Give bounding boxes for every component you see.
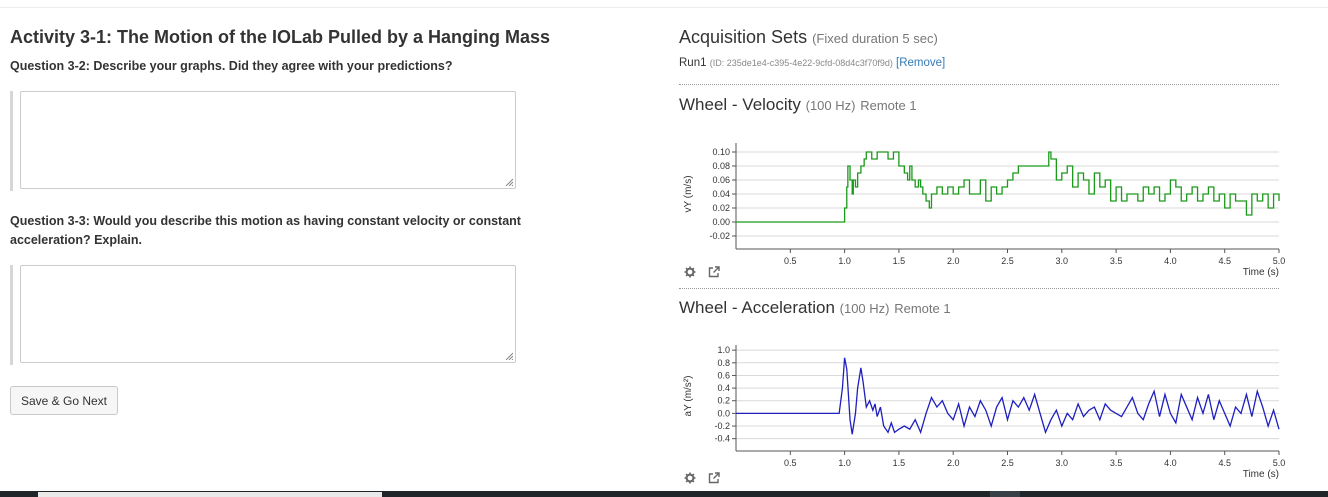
velocity-source: Remote 1: [860, 98, 917, 113]
y-tick-label: 0.06: [712, 175, 730, 185]
y-axis-label: vY (m/s): [683, 175, 694, 212]
velocity-graph-title: Wheel - Velocity (100 Hz) Remote 1: [679, 95, 917, 115]
acceleration-source: Remote 1: [894, 301, 951, 316]
question-3-3: Question 3-3: Would you describe this mo…: [10, 214, 521, 247]
x-tick-label: 2.5: [1001, 458, 1014, 468]
y-tick-label: 0.0: [717, 408, 730, 418]
question-3-2: Question 3-2: Describe your graphs. Did …: [10, 59, 453, 73]
acquisition-title-text: Acquisition Sets: [679, 27, 808, 47]
taskbar-item[interactable]: [990, 491, 1020, 497]
x-axis-label: Time (s): [1243, 469, 1279, 480]
gear-icon[interactable]: [684, 472, 696, 484]
acquisition-panel: Acquisition Sets (Fixed duration 5 sec) …: [679, 0, 1319, 497]
acceleration-graph-title: Wheel - Acceleration (100 Hz) Remote 1: [679, 298, 951, 318]
acquisition-title: Acquisition Sets (Fixed duration 5 sec): [679, 27, 938, 48]
save-go-next-button[interactable]: Save & Go Next: [10, 386, 118, 415]
acceleration-chart-tools: [684, 472, 720, 484]
acceleration-chart[interactable]: 1.0 0.8 0.6 0.4 0.2 0.0 -0.2 -0.4 0.5 1.0 1.5 2.0 2.…: [679, 340, 1289, 485]
y-tick-label: -0.2: [714, 421, 730, 431]
y-tick-label: 1.0: [717, 345, 730, 355]
x-tick-label: 3.5: [1110, 458, 1123, 468]
y-tick-label: 0.02: [712, 203, 730, 213]
series-line: [736, 357, 1280, 435]
acceleration-rate: (100 Hz): [839, 301, 890, 316]
y-tick-label: 0.10: [712, 147, 730, 157]
x-tick-label: 2.0: [947, 256, 960, 266]
y-tick-label: -0.02: [709, 231, 730, 241]
answer-box-1: [10, 91, 521, 191]
y-tick-label: -0.4: [714, 434, 730, 444]
x-tick-label: 3.5: [1110, 256, 1123, 266]
x-tick-label: 0.5: [784, 458, 797, 468]
taskbar-item[interactable]: [38, 492, 382, 497]
resize-grip-icon[interactable]: [505, 178, 513, 186]
resize-grip-icon[interactable]: [505, 352, 513, 360]
x-axis-label: Time (s): [1243, 267, 1279, 278]
x-tick-label: 2.0: [947, 458, 960, 468]
acceleration-title-text: Wheel - Acceleration: [679, 298, 835, 317]
x-tick-label: 4.5: [1218, 458, 1231, 468]
x-tick-label: 3.0: [1056, 256, 1069, 266]
x-tick-label: 4.0: [1164, 256, 1177, 266]
x-tick-label: 2.5: [1001, 256, 1014, 266]
divider-dotted: [679, 84, 1279, 85]
acquisition-subtitle: (Fixed duration 5 sec): [812, 31, 938, 46]
run-entry: Run1 (ID: 235de1e4-c395-4e22-9cfd-08d4c3…: [679, 57, 945, 69]
x-tick-label: 3.0: [1056, 458, 1069, 468]
x-tick-label: 5.0: [1273, 256, 1286, 266]
y-tick-label: 0.4: [717, 383, 730, 393]
x-tick-label: 1.5: [893, 458, 906, 468]
y-tick-label: 0.6: [717, 370, 730, 380]
y-tick-label: 0.08: [712, 161, 730, 171]
velocity-rate: (100 Hz): [805, 98, 856, 113]
divider-dotted: [679, 288, 1279, 289]
external-link-icon[interactable]: [708, 472, 720, 484]
external-link-icon[interactable]: [708, 266, 720, 278]
answer-box-2: [10, 265, 521, 365]
top-divider: [0, 7, 1328, 8]
velocity-chart-tools: [684, 266, 720, 278]
y-tick-label: 0.2: [717, 396, 730, 406]
series-line: [736, 151, 1280, 223]
answer-textarea-1[interactable]: [20, 91, 516, 189]
x-tick-label: 5.0: [1273, 458, 1286, 468]
x-tick-label: 1.0: [838, 256, 851, 266]
y-tick-label: 0.00: [712, 217, 730, 227]
x-tick-label: 1.5: [893, 256, 906, 266]
x-tick-label: 4.0: [1164, 458, 1177, 468]
run-id: (ID: 235de1e4-c395-4e22-9cfd-08d4c3f70f9…: [709, 58, 893, 68]
x-tick-label: 4.5: [1218, 256, 1231, 266]
x-tick-label: 0.5: [784, 256, 797, 266]
answer-textarea-2[interactable]: [20, 265, 516, 363]
velocity-chart[interactable]: 0.10 0.08 0.06 0.04 0.02 0.00 -0.02 0.5 1.0 1.5 2.…: [679, 138, 1289, 283]
run-label: Run1: [679, 57, 707, 69]
velocity-title-text: Wheel - Velocity: [679, 95, 801, 114]
y-axis-label: aY (m/s²): [683, 376, 694, 417]
x-tick-label: 1.0: [838, 458, 851, 468]
gear-icon[interactable]: [684, 266, 696, 278]
y-tick-label: 0.04: [712, 189, 730, 199]
y-tick-label: 0.8: [717, 358, 730, 368]
taskbar: [0, 491, 1328, 497]
activity-title: Activity 3-1: The Motion of the IOLab Pu…: [10, 27, 551, 47]
remove-run-link[interactable]: [Remove]: [896, 57, 946, 69]
